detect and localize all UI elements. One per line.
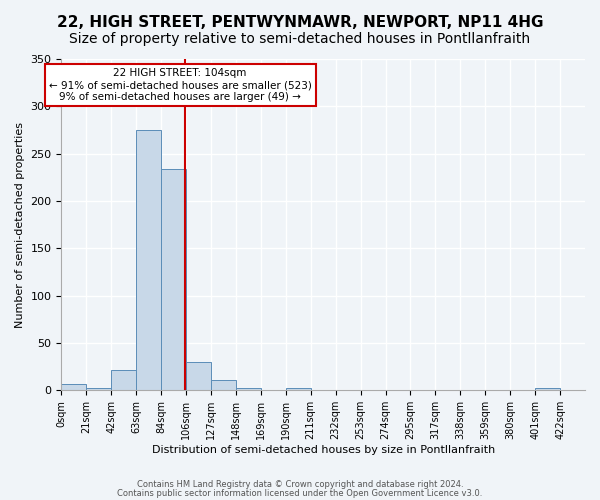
Text: 22, HIGH STREET, PENTWYNMAWR, NEWPORT, NP11 4HG: 22, HIGH STREET, PENTWYNMAWR, NEWPORT, N… xyxy=(57,15,543,30)
Bar xyxy=(111,370,136,390)
Text: Contains public sector information licensed under the Open Government Licence v3: Contains public sector information licen… xyxy=(118,488,482,498)
Text: 22 HIGH STREET: 104sqm
← 91% of semi-detached houses are smaller (523)
9% of sem: 22 HIGH STREET: 104sqm ← 91% of semi-det… xyxy=(49,68,311,102)
Bar xyxy=(61,384,86,390)
Bar xyxy=(535,388,560,390)
Text: Contains HM Land Registry data © Crown copyright and database right 2024.: Contains HM Land Registry data © Crown c… xyxy=(137,480,463,489)
Bar xyxy=(136,130,161,390)
X-axis label: Distribution of semi-detached houses by size in Pontllanfraith: Distribution of semi-detached houses by … xyxy=(152,445,495,455)
Bar xyxy=(211,380,236,390)
Bar xyxy=(286,388,311,390)
Text: Size of property relative to semi-detached houses in Pontllanfraith: Size of property relative to semi-detach… xyxy=(70,32,530,46)
Bar xyxy=(161,169,186,390)
Bar xyxy=(236,388,261,390)
Bar xyxy=(86,388,111,390)
Bar xyxy=(186,362,211,390)
Y-axis label: Number of semi-detached properties: Number of semi-detached properties xyxy=(15,122,25,328)
